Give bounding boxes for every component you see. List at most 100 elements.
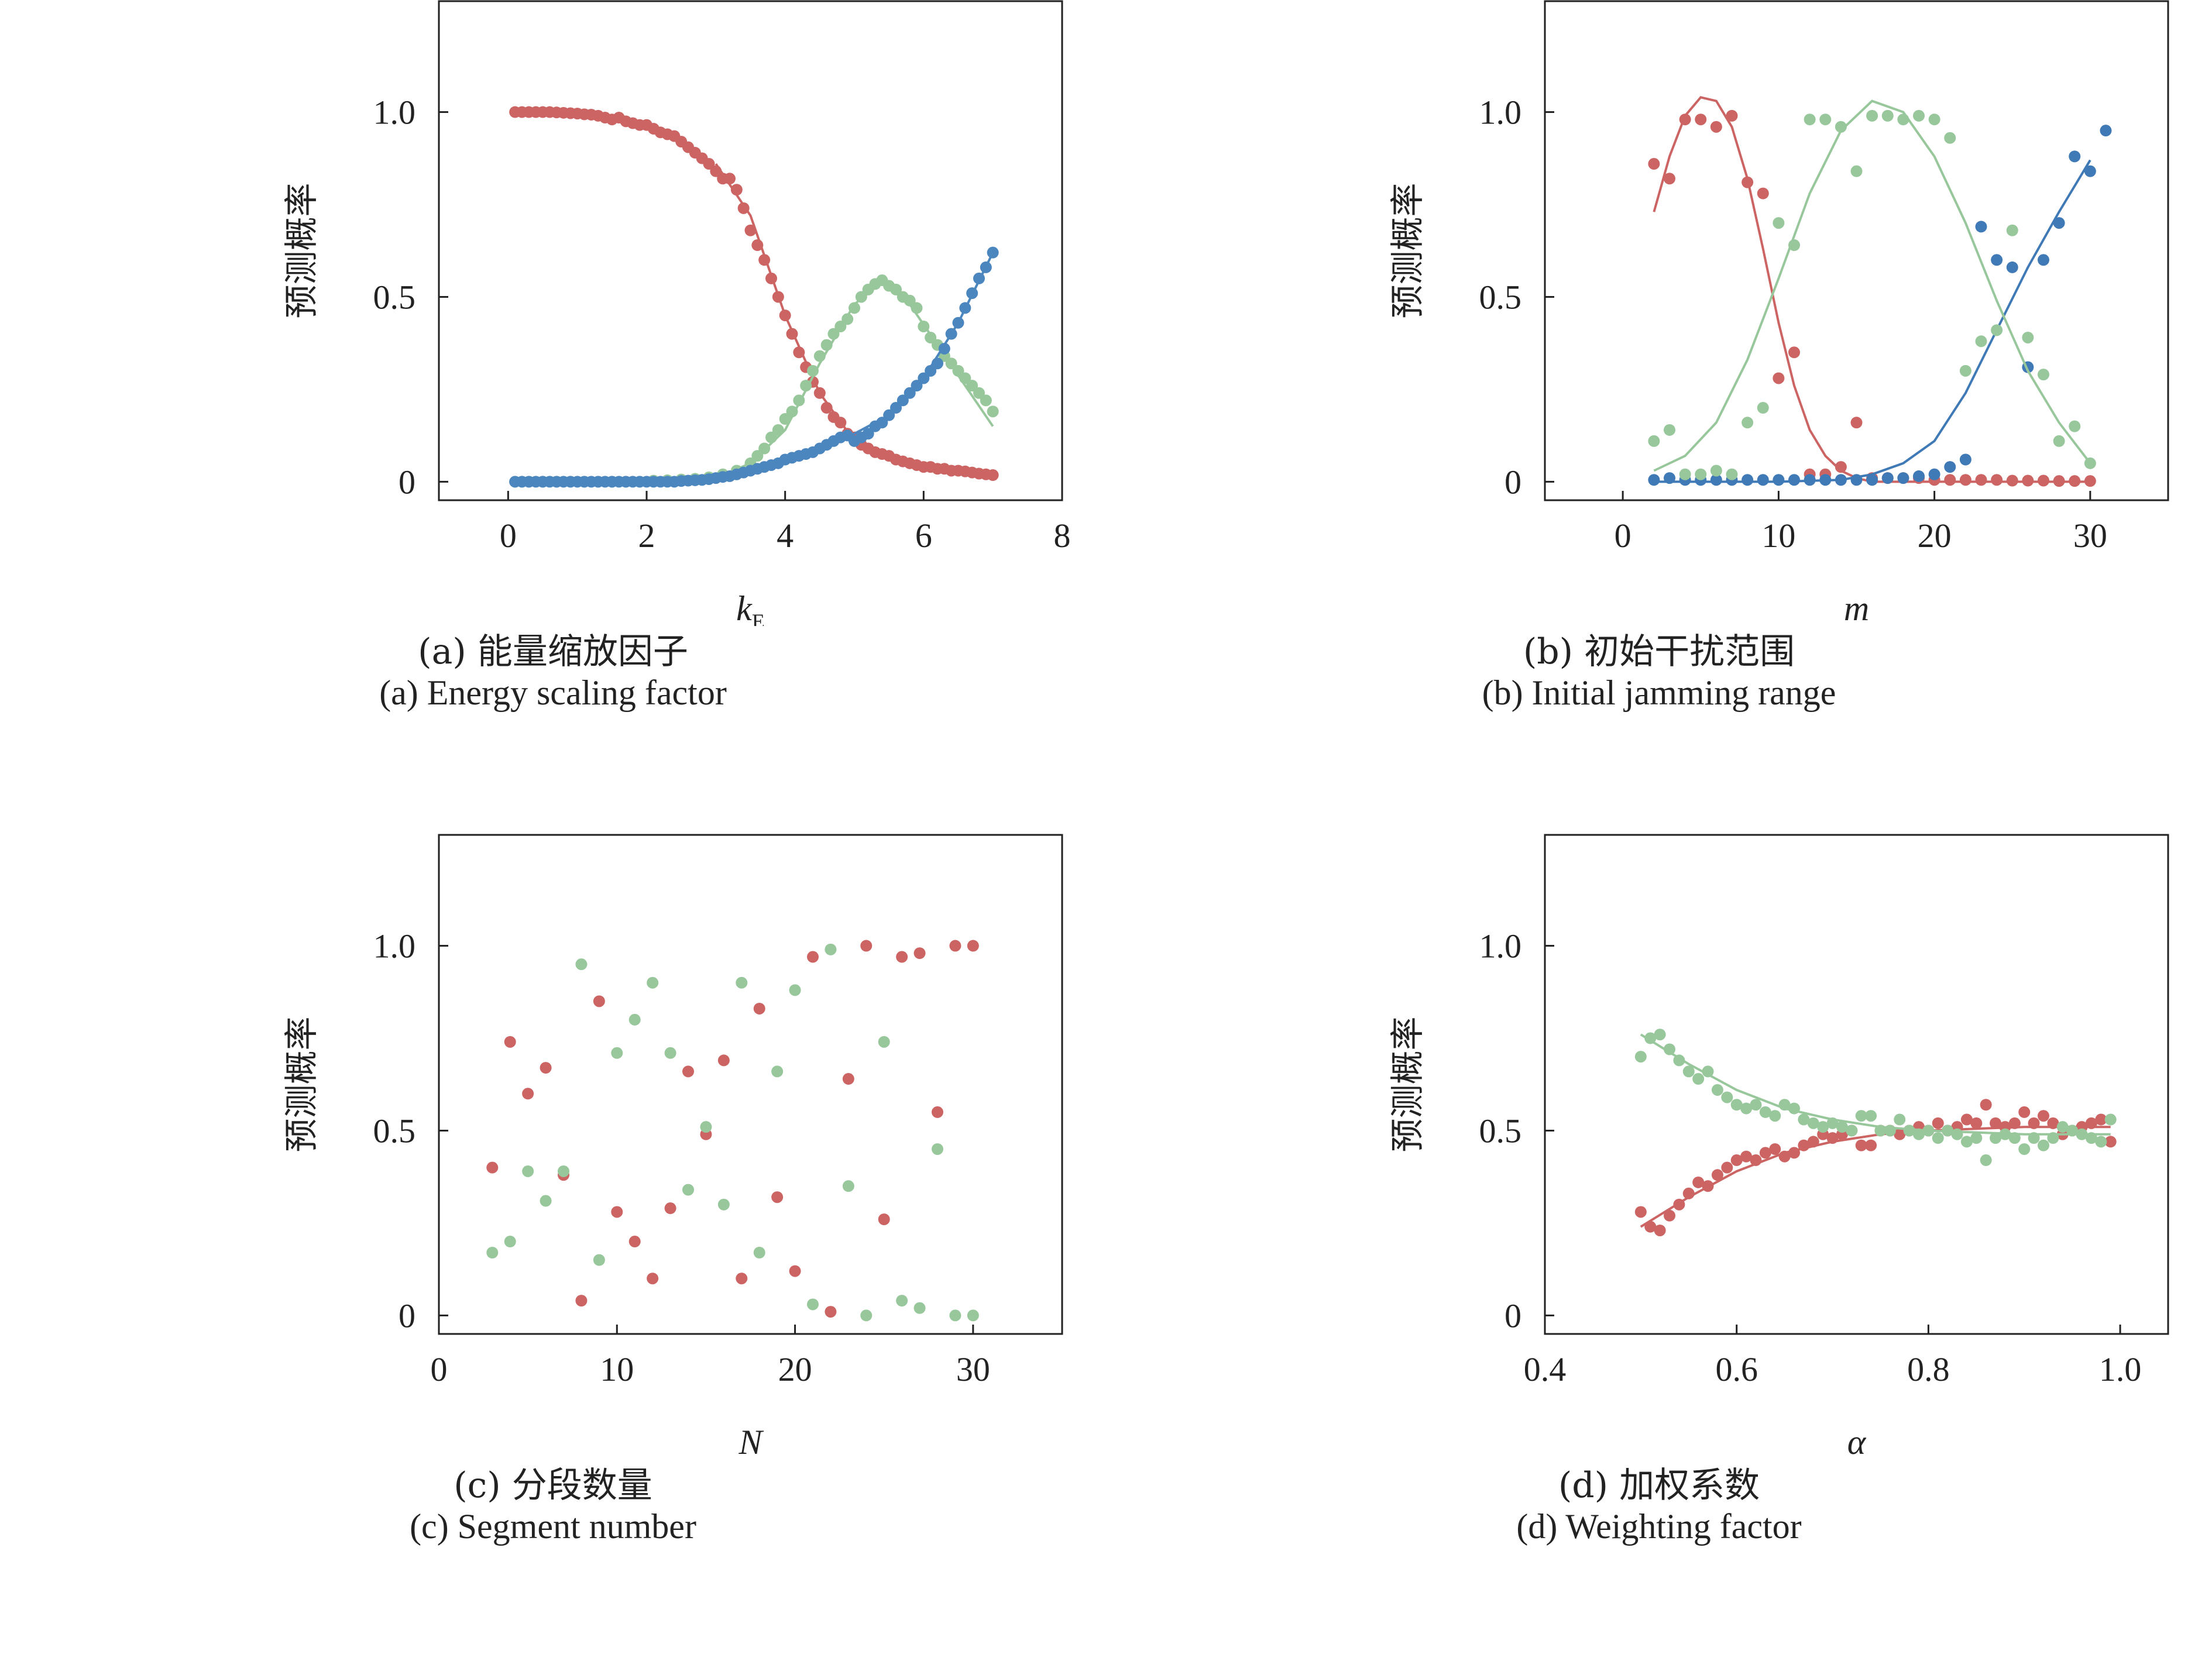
data-point-T72 (486, 1246, 499, 1258)
caption-en-d: (d) Weighting factor (1516, 1507, 1802, 1546)
data-point-T72 (1742, 474, 1754, 486)
plot-frame (1544, 0, 2169, 501)
data-point-ZSU234 (876, 417, 888, 429)
data-point-T72 (1959, 453, 1971, 466)
data-point-T72 (751, 450, 764, 462)
data-point-ZIL131 (1757, 402, 1769, 414)
data-point-2S1 (1750, 1154, 1762, 1167)
data-point-ZIL131 (1804, 114, 1816, 126)
data-point-T72 (628, 1013, 641, 1026)
data-point-T72 (1944, 461, 1956, 473)
series-line-ZIL131 (1653, 99, 2091, 472)
data-point-ZIL131 (1975, 335, 1987, 348)
caption-cn-c: (c) 分段数量 (454, 1465, 652, 1506)
data-point-ZIL131 (2069, 420, 2081, 432)
data-point-T72 (987, 405, 999, 418)
data-point-2S1 (2053, 475, 2065, 487)
data-point-2S1 (2069, 475, 2081, 487)
x-tick-label: 2 (638, 517, 655, 555)
data-point-2S1 (1944, 474, 1956, 486)
data-point-2S1 (1634, 1206, 1647, 1218)
data-point-2S1 (2095, 1113, 2107, 1126)
data-point-T72 (558, 1165, 569, 1177)
data-point-T72 (789, 984, 801, 996)
data-point-T72 (2100, 125, 2112, 137)
data-point-T72 (1819, 474, 1832, 486)
data-point-ZIL131 (1944, 132, 1956, 144)
series-line-2S1 (715, 163, 993, 476)
data-point-ZSU234 (938, 342, 950, 355)
data-point-2S1 (967, 940, 979, 952)
data-point-T72 (664, 1047, 676, 1059)
data-point-2S1 (1788, 1147, 1800, 1159)
data-point-T72 (1807, 1117, 1819, 1129)
data-point-T72 (1692, 1073, 1705, 1085)
data-point-2S1 (1960, 1113, 1973, 1126)
data-point-T72 (2095, 1136, 2107, 1148)
data-point-T72 (1757, 474, 1769, 486)
data-point-2S1 (682, 1065, 694, 1078)
data-point-2S1 (1773, 372, 1785, 384)
caption-en-a: (a) Energy scaling factor (379, 673, 727, 712)
data-point-ZSU234 (973, 272, 985, 284)
data-point-T72 (2053, 217, 2065, 229)
data-point-2S1 (730, 184, 743, 196)
data-point-T72 (2076, 1128, 2088, 1140)
data-point-T72 (736, 976, 748, 989)
data-point-T72 (1826, 1117, 1839, 1129)
data-point-2S1 (834, 417, 847, 429)
data-point-T72 (593, 1254, 605, 1266)
data-point-T72 (2006, 261, 2018, 273)
data-point-2S1 (703, 158, 715, 170)
plot-frame (438, 834, 1063, 1335)
data-point-T72 (1951, 1128, 1963, 1140)
y-tick-label: 1.0 (373, 927, 416, 965)
x-tick-label: 4 (777, 517, 794, 555)
y-tick-label: 0 (1505, 1296, 1521, 1335)
data-point-2S1 (913, 947, 926, 959)
data-point-2S1 (1769, 1143, 1781, 1155)
data-point-ZIL131 (1742, 417, 1754, 429)
x-tick-label: 0 (1615, 517, 1631, 555)
data-point-2S1 (878, 1213, 890, 1226)
data-point-T72 (2018, 1143, 2031, 1155)
data-point-T72 (973, 387, 985, 399)
data-point-T72 (1759, 1106, 1771, 1118)
data-point-T72 (825, 943, 837, 955)
data-point-2S1 (1692, 1176, 1705, 1188)
y-tick-label: 0 (399, 463, 415, 501)
y-tick-label: 0.5 (1479, 278, 1522, 316)
data-point-T72 (1903, 1124, 1915, 1137)
data-point-T72 (1788, 474, 1800, 486)
data-point-T72 (1750, 1099, 1762, 1111)
data-point-ZIL131 (1773, 217, 1785, 229)
y-tick-label: 0.5 (373, 1112, 416, 1150)
y-axis-label: 预测概率 (1387, 183, 1427, 318)
data-point-ZIL131 (1819, 114, 1832, 126)
x-axis-label-subscript: E (752, 610, 765, 626)
data-point-2S1 (2084, 475, 2096, 487)
data-point-T72 (949, 1309, 961, 1322)
data-point-T72 (800, 380, 812, 392)
data-point-2S1 (1959, 474, 1971, 486)
data-point-T72 (841, 313, 854, 325)
data-point-2S1 (1850, 417, 1863, 429)
data-point-T72 (890, 283, 902, 295)
data-point-2S1 (1807, 1136, 1819, 1148)
data-point-T72 (980, 394, 992, 407)
data-point-T72 (1866, 474, 1878, 486)
data-point-2S1 (1721, 1161, 1733, 1174)
x-tick-label: 8 (1054, 517, 1071, 555)
data-point-T72 (717, 1198, 730, 1210)
data-point-T72 (1894, 1113, 1906, 1126)
data-point-2S1 (2038, 474, 2049, 487)
data-point-T72 (807, 364, 819, 377)
data-point-2S1 (1702, 1180, 1714, 1192)
data-point-T72 (932, 1143, 943, 1155)
data-point-T72 (967, 1309, 979, 1322)
data-point-ZSU234 (883, 409, 895, 421)
data-point-T72 (1928, 468, 1940, 480)
data-point-T72 (966, 380, 978, 392)
data-point-2S1 (1865, 1139, 1877, 1151)
data-point-ZSU234 (897, 394, 909, 407)
